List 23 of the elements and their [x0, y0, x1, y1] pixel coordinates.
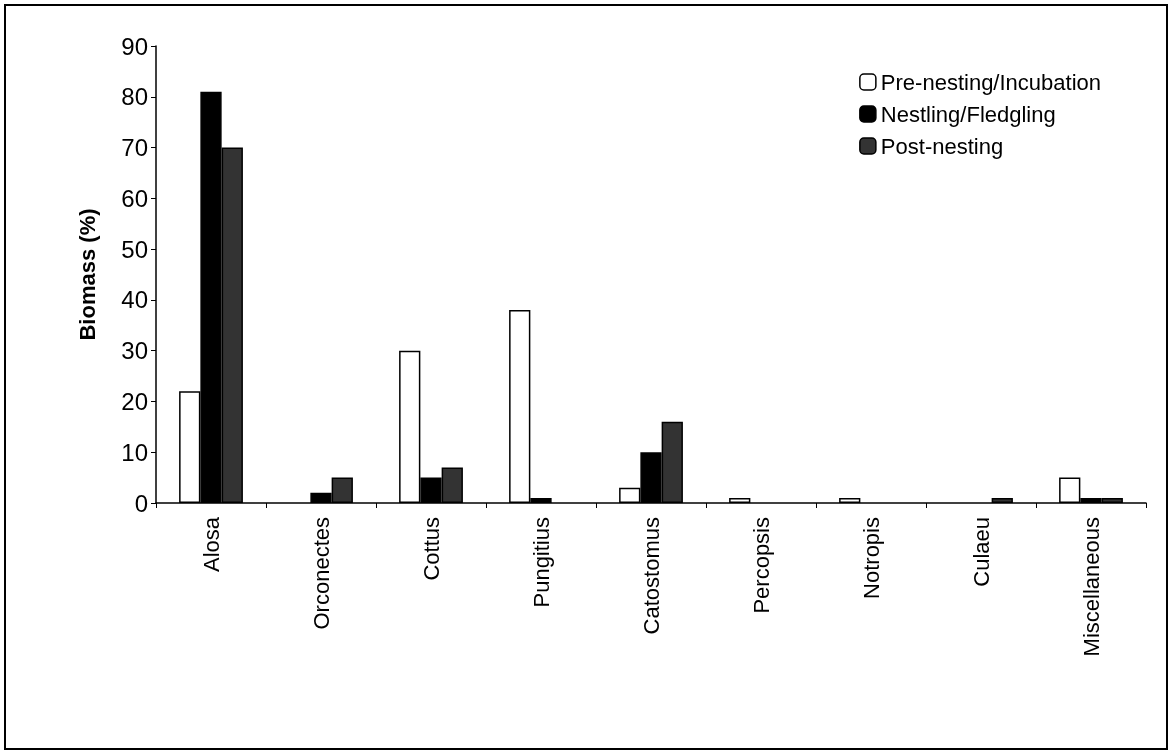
y-tick-label: 40 — [121, 286, 148, 314]
legend-label: Nestling/Fledgling — [880, 101, 1056, 127]
x-tick-label: Culaeu — [968, 517, 994, 587]
y-tick-label: 50 — [121, 235, 148, 263]
x-tick-label: Miscellaneous — [1078, 517, 1104, 657]
x-tick-label: Percopsis — [748, 517, 774, 614]
x-tick-label: Orconectes — [308, 517, 334, 630]
y-axis-title: Biomass (%) — [74, 208, 100, 341]
y-tick-label: 60 — [121, 184, 148, 212]
x-tick-label: Catostomus — [638, 517, 664, 635]
x-tick-label: Alosa — [198, 516, 224, 573]
y-tick-label: 80 — [121, 83, 148, 111]
x-tick-label: Pungitius — [528, 517, 554, 608]
y-tick-label: 0 — [134, 489, 148, 517]
y-tick-label: 70 — [121, 134, 148, 162]
y-tick-label: 90 — [121, 32, 148, 60]
y-tick-label: 30 — [121, 337, 148, 365]
legend-label: Pre-nesting/Incubation — [880, 69, 1101, 95]
x-tick-label: Cottus — [418, 517, 444, 581]
legend-label: Post-nesting — [880, 133, 1004, 159]
y-tick-label: 20 — [121, 387, 148, 415]
y-tick-label: 10 — [121, 438, 148, 466]
x-tick-label: Notropis — [858, 517, 884, 599]
